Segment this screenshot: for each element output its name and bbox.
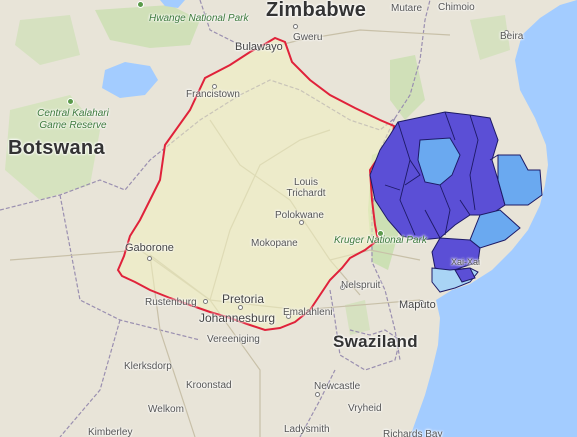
city-label-pretoria: Pretoria <box>222 292 265 306</box>
park-marker-kalahari[interactable] <box>67 98 74 105</box>
city-marker-newcastle[interactable] <box>315 392 320 397</box>
city-label-ladysmith: Ladysmith <box>284 424 330 435</box>
region-coast-small <box>454 267 476 283</box>
park-label-kalahari: Central Kalahari Game Reserve <box>37 108 109 131</box>
city-label-xai-xai: Xai-Xai <box>451 257 481 267</box>
city-marker-polokwane[interactable] <box>299 220 304 225</box>
city-marker-maputo[interactable] <box>419 300 424 305</box>
city-marker-bulawayo[interactable] <box>256 46 261 51</box>
region-east-medium <box>497 154 543 206</box>
lake-makgadikgadi <box>102 62 158 98</box>
lake-kariba <box>160 0 185 8</box>
country-label-botswana: Botswana <box>8 137 105 159</box>
park-marker-hwange[interactable] <box>137 1 144 8</box>
city-label-mokopane: Mokopane <box>251 238 298 249</box>
park-kalahari <box>5 95 100 200</box>
indian-ocean <box>410 0 577 437</box>
city-marker-nelspruit[interactable] <box>340 285 345 290</box>
region-center-medium <box>417 137 461 186</box>
city-label-beira: Beira <box>500 31 524 42</box>
city-marker-gaborone[interactable] <box>147 256 152 261</box>
city-label-klerksdorp: Klerksdorp <box>124 361 172 372</box>
city-label-johannesburg: Johannesburg <box>199 311 276 325</box>
city-label-francistown: Francistown <box>186 89 240 100</box>
city-label-nelspruit: Nelspruit <box>341 280 381 291</box>
city-marker-francistown[interactable] <box>212 84 217 89</box>
city-label-emalahleni: Emalahleni <box>283 307 333 318</box>
country-label-swaziland: Swaziland <box>333 332 418 351</box>
city-label-bulawayo: Bulawayo <box>235 41 283 53</box>
city-label-rustenburg: Rustenburg <box>145 297 197 308</box>
city-label-maputo: Maputo <box>399 299 436 311</box>
city-label-vryheid: Vryheid <box>348 403 382 414</box>
city-marker-emalahleni[interactable] <box>286 314 291 319</box>
region-subdivisions <box>384 111 499 239</box>
city-label-gweru: Gweru <box>293 32 323 43</box>
city-label-mutare: Mutare <box>391 3 423 14</box>
park-gonarezhou <box>390 55 425 120</box>
park-east <box>470 15 510 60</box>
city-marker-beira[interactable] <box>504 30 509 35</box>
city-label-louis-trichardt: Louis Trichardt <box>286 177 326 199</box>
city-label-kroonstad: Kroonstad <box>186 380 232 391</box>
city-marker-gweru[interactable] <box>293 24 298 29</box>
park-hwange <box>95 5 200 48</box>
park-label-kruger: Kruger National Park <box>334 235 427 246</box>
park-okavango <box>15 15 80 65</box>
city-marker-rustenburg[interactable] <box>203 299 208 304</box>
country-borders <box>0 0 431 437</box>
city-marker-pretoria[interactable] <box>238 305 243 310</box>
city-label-welkom: Welkom <box>148 404 184 415</box>
city-label-richards-bay: Richards Bay <box>383 429 443 437</box>
country-label-zimbabwe: Zimbabwe <box>266 0 367 21</box>
park-south <box>345 300 370 335</box>
city-label-newcastle: Newcastle <box>314 381 361 392</box>
region-south-dark <box>431 237 481 273</box>
park-label-hwange: Hwange National Park <box>149 13 249 24</box>
city-label-polokwane: Polokwane <box>275 210 324 221</box>
city-label-chimoio: Chimoio <box>438 2 475 13</box>
park-marker-kruger[interactable] <box>377 230 384 237</box>
city-label-gaborone: Gaborone <box>125 242 174 254</box>
city-label-vereeniging: Vereeniging <box>207 334 260 345</box>
city-label-kimberley: Kimberley <box>88 427 133 437</box>
